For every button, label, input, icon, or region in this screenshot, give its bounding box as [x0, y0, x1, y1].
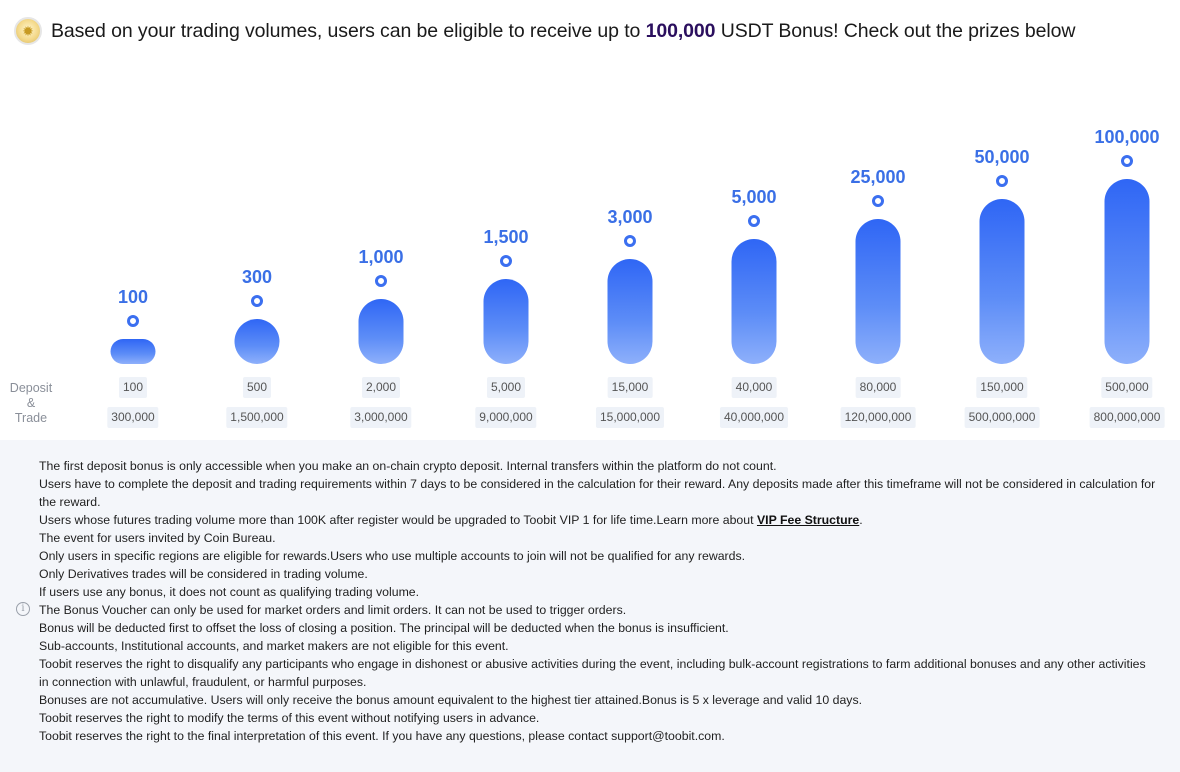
tier-deposit-value: 150,000	[976, 377, 1028, 398]
header-text-before: Based on your trading volumes, users can…	[51, 19, 646, 42]
row-label-deposit: Deposit	[9, 381, 53, 395]
header-title: Based on your trading volumes, users can…	[51, 20, 1075, 43]
tier-prize-amount: 3,000	[607, 207, 653, 227]
tier-trade-value: 120,000,000	[840, 407, 916, 428]
rule-item: Toobit reserves the right to disqualify …	[39, 657, 1146, 689]
tier-deposit-value: 15,000	[607, 377, 653, 398]
tier-prize-amount: 100	[117, 287, 149, 307]
rule-item: Toobit reserves the right to modify the …	[39, 711, 540, 725]
tier-marker-icon	[872, 195, 884, 207]
tier-marker-icon	[251, 295, 263, 307]
rule-item: Users have to complete the deposit and t…	[39, 477, 1156, 509]
tier-bar	[358, 299, 404, 364]
tier-trade-value: 15,000,000	[595, 407, 665, 428]
tier-prize-amount: 1,500	[483, 227, 529, 247]
prize-tiers: 100 100 300,000 300 500 1,500,000 1,000 2,000 3,…	[107, 127, 1165, 428]
tier-bar	[234, 319, 280, 364]
tier-bar	[855, 219, 901, 364]
header-text-after: USDT Bonus! Check out the prizes below	[715, 19, 1076, 42]
rule-item: The event for users invited by Coin Bure…	[39, 531, 276, 545]
rules-panel: i The first deposit bonus is only access…	[0, 440, 1180, 772]
tier-marker-icon	[748, 215, 760, 227]
rule-item: The Bonus Voucher can only be used for m…	[39, 603, 627, 617]
tier-prize-amount: 100,000	[1094, 127, 1160, 147]
tier-prize-amount: 300	[241, 267, 273, 287]
tier-prize-amount: 50,000	[974, 147, 1030, 167]
tier-trade-value: 9,000,000	[475, 407, 537, 428]
tier-trade-value: 3,000,000	[350, 407, 412, 428]
rule-item: Only users in specific regions are eligi…	[39, 549, 746, 563]
rules-list: The first deposit bonus is only accessib…	[39, 457, 1157, 745]
tier-prize-amount: 5,000	[731, 187, 777, 207]
rule-item: Bonuses are not accumulative. Users will…	[39, 693, 863, 707]
tier-deposit-value: 100	[118, 377, 148, 398]
tier-bar	[979, 199, 1025, 364]
rule-text: Users whose futures trading volume more …	[39, 513, 757, 527]
tier-trade-value: 500,000,000	[964, 407, 1040, 428]
header-highlight-amount: 100,000	[645, 19, 716, 42]
vip-fee-structure-link[interactable]: VIP Fee Structure	[756, 513, 860, 527]
rule-item: Bonus will be deducted first to offset t…	[39, 621, 729, 635]
tier-deposit-value: 40,000	[731, 377, 777, 398]
rule-item: If users use any bonus, it does not coun…	[39, 585, 420, 599]
rule-item: Only Derivatives trades will be consider…	[39, 567, 368, 581]
tier-prize-amount: 25,000	[850, 167, 906, 187]
tier-prize-amount: 1,000	[358, 247, 404, 267]
tier-marker-icon	[1121, 155, 1133, 167]
tier-marker-icon	[624, 235, 636, 247]
tier-marker-icon	[500, 255, 512, 267]
rule-item: Sub-accounts, Institutional accounts, an…	[39, 639, 509, 653]
tier-deposit-value: 2,000	[361, 377, 401, 398]
tier-bar	[110, 339, 156, 364]
rule-text: .	[859, 513, 863, 527]
tier-deposit-value: 500,000	[1101, 377, 1153, 398]
tier-trade-value: 40,000,000	[719, 407, 789, 428]
tier-deposit-value: 500	[242, 377, 272, 398]
tier-bar	[1104, 179, 1150, 364]
tier-trade-value: 1,500,000	[226, 407, 288, 428]
tier-deposit-value: 80,000	[855, 377, 901, 398]
row-label-trade: Trade	[14, 411, 48, 425]
rule-item: Toobit reserves the right to the final i…	[39, 729, 725, 743]
header: Based on your trading volumes, users can…	[14, 16, 1075, 46]
rule-item: Users whose futures trading volume more …	[39, 511, 1157, 529]
deposit-trade-label: Deposit & Trade	[4, 381, 58, 426]
info-icon: i	[16, 602, 30, 616]
tier-trade-value: 800,000,000	[1089, 407, 1165, 428]
tier-deposit-value: 5,000	[486, 377, 526, 398]
tier-bar	[607, 259, 653, 364]
tier-marker-icon	[996, 175, 1008, 187]
tier-marker-icon	[127, 315, 139, 327]
tier-trade-value: 300,000	[107, 407, 159, 428]
tier-bar	[483, 279, 529, 364]
tier-marker-icon	[375, 275, 387, 287]
rule-item: The first deposit bonus is only accessib…	[39, 459, 777, 473]
coin-icon	[14, 17, 42, 45]
tier-bar	[731, 239, 777, 364]
row-label-ampersand: &	[26, 396, 36, 410]
